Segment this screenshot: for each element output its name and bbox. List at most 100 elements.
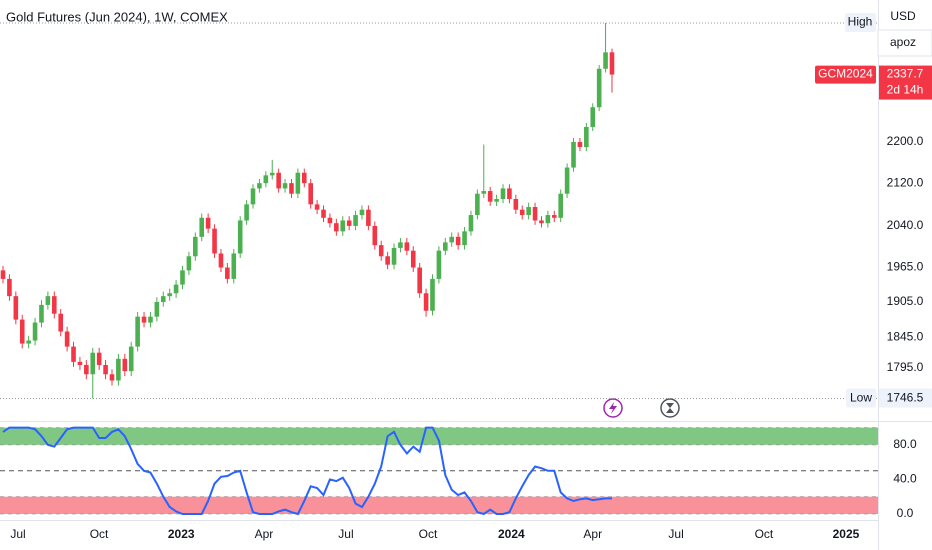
candle-body xyxy=(513,199,519,210)
scale-mode-label[interactable]: apoz xyxy=(890,35,916,49)
icon-circle xyxy=(603,398,623,418)
candle-body xyxy=(385,256,390,265)
candle-body xyxy=(410,250,416,268)
y-tick-label: 0.0 xyxy=(897,506,914,520)
candle-body xyxy=(51,296,57,314)
candle-body xyxy=(96,352,102,365)
symbol-box xyxy=(815,65,876,84)
candle-body xyxy=(417,267,422,294)
candle-body xyxy=(135,316,140,347)
candle-body xyxy=(77,361,83,365)
candle-body xyxy=(603,52,608,69)
candle-body xyxy=(327,217,333,224)
y-tick-label: 1905.0 xyxy=(887,294,924,308)
candle-body xyxy=(468,215,474,232)
x-tick-label: 2025 xyxy=(833,527,860,541)
candle-body xyxy=(487,191,493,202)
candle-body xyxy=(584,126,589,148)
candle-body xyxy=(609,52,615,75)
candle-body xyxy=(475,193,480,216)
candle-body xyxy=(32,322,38,341)
y-tick-label: 2120.0 xyxy=(887,175,924,189)
candle-body xyxy=(13,296,19,320)
low-label-box xyxy=(846,388,876,408)
oscillator-line xyxy=(2,426,612,516)
candle-body xyxy=(308,183,314,205)
candle-body xyxy=(353,215,358,226)
candle-body xyxy=(596,68,602,108)
candle-body xyxy=(545,215,551,224)
y-tick-label: 2200.0 xyxy=(887,134,924,148)
candle-body xyxy=(500,188,506,200)
candle-body xyxy=(180,270,185,285)
candle-body xyxy=(282,183,288,189)
y-tick-label: 1845.0 xyxy=(887,330,924,344)
candle-body xyxy=(455,236,461,246)
power-icon[interactable] xyxy=(603,398,623,418)
candle-body xyxy=(372,225,378,246)
candle-body xyxy=(378,245,384,257)
candle-body xyxy=(526,207,531,216)
y-tick-label: 80.0 xyxy=(893,437,917,451)
candle-body xyxy=(340,220,346,232)
candle-body xyxy=(507,188,512,200)
candle-body xyxy=(218,253,224,268)
candle-body xyxy=(334,223,339,232)
candle-body xyxy=(109,374,115,381)
currency-label[interactable]: USD xyxy=(890,9,916,23)
x-tick-label: Apr xyxy=(583,527,602,541)
candle-body xyxy=(148,316,153,323)
candle-body xyxy=(154,301,160,317)
candle-body xyxy=(577,142,583,148)
hourglass-icon[interactable] xyxy=(660,398,680,418)
candle-body xyxy=(212,228,217,254)
scale-mode-box[interactable] xyxy=(877,29,932,57)
candle-body xyxy=(391,247,397,265)
candle-body xyxy=(449,236,455,243)
candle-body xyxy=(205,217,211,229)
candle-body xyxy=(263,175,269,184)
candle-body xyxy=(295,172,301,194)
icon-bolt xyxy=(609,402,617,414)
low-label: Low xyxy=(850,391,872,405)
symbol-label: GCM2024 xyxy=(818,67,873,81)
candle-body xyxy=(551,215,557,218)
x-tick-label: Oct xyxy=(755,527,774,541)
candle-body xyxy=(276,172,281,189)
candle-body xyxy=(494,199,499,202)
icon-circle xyxy=(660,398,680,418)
candle-body xyxy=(359,209,365,216)
candle-body xyxy=(314,204,320,210)
candle-body xyxy=(199,217,205,237)
candle-body xyxy=(423,293,429,311)
candle-body xyxy=(436,250,442,279)
x-tick-label: Jul xyxy=(10,527,25,541)
x-tick-label: Apr xyxy=(255,527,274,541)
candle-body xyxy=(122,358,128,372)
candles xyxy=(0,22,615,399)
candle-body xyxy=(237,220,243,254)
candle-body xyxy=(64,331,70,347)
candle-body xyxy=(539,220,544,224)
upper-band xyxy=(0,427,878,445)
low-value-box xyxy=(879,388,932,408)
candle-body xyxy=(128,346,134,372)
candle-body xyxy=(19,319,25,344)
candle-body xyxy=(590,107,596,127)
candle-body xyxy=(58,313,64,332)
candle-body xyxy=(26,340,31,344)
candle-body xyxy=(404,242,410,251)
candle-body xyxy=(103,364,108,375)
candle-body xyxy=(398,242,403,248)
high-label-box xyxy=(845,12,876,32)
x-tick-label: 2023 xyxy=(168,527,195,541)
last-price: 2337.7 xyxy=(887,67,924,81)
x-tick-label: Oct xyxy=(419,527,438,541)
candle-body xyxy=(269,172,275,176)
candle-body xyxy=(39,304,44,323)
candle-body xyxy=(462,231,467,246)
high-label: High xyxy=(848,15,873,29)
